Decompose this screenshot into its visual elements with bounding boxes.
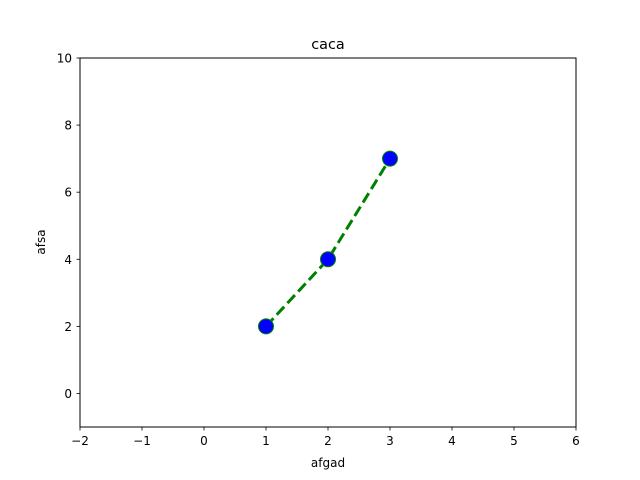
x-tick-label: 3 (386, 434, 394, 448)
plot-area (79, 57, 577, 428)
series-layer (258, 150, 398, 335)
data-point (382, 150, 398, 167)
data-point (320, 251, 336, 268)
series-line (264, 157, 392, 328)
y-tick-label: 4 (64, 253, 72, 267)
x-axis-label: afgad (311, 456, 345, 470)
y-tick-label: 8 (64, 119, 72, 133)
x-tick-label: 0 (200, 434, 208, 448)
y-tick-label: 10 (57, 52, 72, 66)
y-tick-label: 6 (64, 186, 72, 200)
y-tick-label: 0 (64, 387, 72, 401)
chart-title: caca (311, 37, 344, 53)
y-axis-label: afsa (34, 229, 48, 254)
x-tick-label: −1 (133, 434, 151, 448)
x-tick-label: 5 (510, 434, 518, 448)
data-point (258, 318, 274, 335)
x-tick-label: 2 (324, 434, 332, 448)
x-tick-label: 1 (262, 434, 270, 448)
y-tick-label: 2 (64, 320, 72, 334)
x-tick-label: 4 (448, 434, 456, 448)
ticks-layer: −2 −1 0 1 2 3 4 5 6 0 2 4 6 8 10 (57, 52, 580, 449)
x-tick-label: −2 (71, 434, 89, 448)
x-tick-label: 6 (572, 434, 580, 448)
